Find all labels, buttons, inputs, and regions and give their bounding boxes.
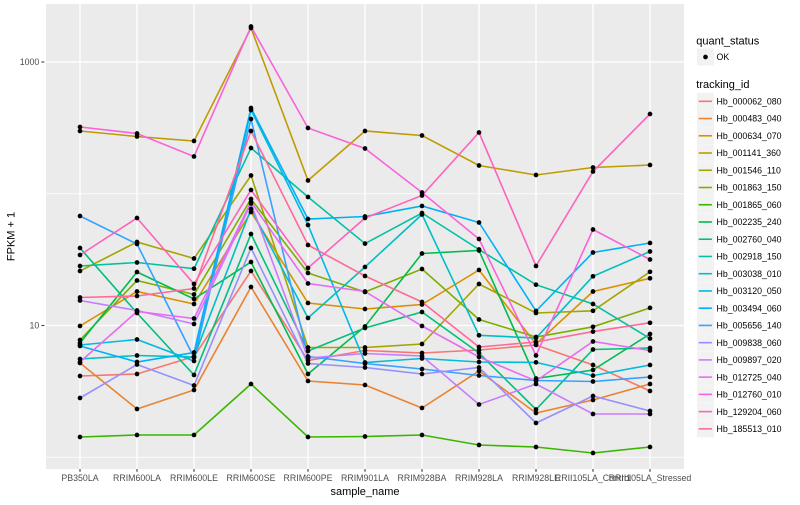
- svg-text:RRIM928LA: RRIM928LA: [455, 473, 503, 483]
- svg-text:Hb_005656_140: Hb_005656_140: [717, 321, 782, 331]
- svg-text:Hb_000062_080: Hb_000062_080: [717, 97, 782, 107]
- svg-text:sample_name: sample_name: [330, 486, 399, 498]
- svg-text:tracking_id: tracking_id: [696, 79, 749, 91]
- svg-text:RRIM928BA: RRIM928BA: [398, 473, 447, 483]
- svg-text:Hb_185513_010: Hb_185513_010: [717, 424, 782, 434]
- svg-text:Hb_003120_050: Hb_003120_050: [717, 286, 782, 296]
- svg-text:PB350LA: PB350LA: [61, 473, 98, 483]
- svg-text:RRIM928LE: RRIM928LE: [512, 473, 560, 483]
- svg-text:Hb_003494_060: Hb_003494_060: [717, 303, 782, 313]
- svg-text:Hb_002235_240: Hb_002235_240: [717, 217, 782, 227]
- svg-text:Hb_012760_010: Hb_012760_010: [717, 390, 782, 400]
- svg-text:Hb_129204_060: Hb_129204_060: [717, 407, 782, 417]
- svg-text:OK: OK: [717, 52, 730, 62]
- svg-text:Hb_000634_070: Hb_000634_070: [717, 131, 782, 141]
- svg-text:Hb_002918_150: Hb_002918_150: [717, 252, 782, 262]
- svg-text:Hb_002760_040: Hb_002760_040: [717, 234, 782, 244]
- svg-text:RRIM600SE: RRIM600SE: [227, 473, 276, 483]
- svg-text:Hb_009897_020: Hb_009897_020: [717, 355, 782, 365]
- svg-text:RRII105LA_Control: RRII105LA_Control: [555, 473, 631, 483]
- svg-text:Hb_012725_040: Hb_012725_040: [717, 372, 782, 382]
- svg-text:Hb_001863_150: Hb_001863_150: [717, 183, 782, 193]
- svg-text:RRIM600LA: RRIM600LA: [113, 473, 161, 483]
- svg-text:Hb_001546_110: Hb_001546_110: [717, 165, 782, 175]
- svg-text:Hb_000483_040: Hb_000483_040: [717, 114, 782, 124]
- svg-text:RRIM600PE: RRIM600PE: [284, 473, 333, 483]
- svg-text:Hb_009838_060: Hb_009838_060: [717, 338, 782, 348]
- svg-text:Hb_001141_360: Hb_001141_360: [717, 148, 782, 158]
- svg-text:RRIM901LA: RRIM901LA: [341, 473, 389, 483]
- svg-text:RRII105LA_Stressed: RRII105LA_Stressed: [609, 473, 692, 483]
- svg-text:1000: 1000: [20, 57, 40, 67]
- svg-text:Hb_001865_060: Hb_001865_060: [717, 200, 782, 210]
- svg-text:quant_status: quant_status: [696, 35, 759, 47]
- svg-text:RRIM600LE: RRIM600LE: [170, 473, 218, 483]
- svg-text:FPKM + 1: FPKM + 1: [6, 212, 18, 261]
- svg-text:10: 10: [30, 321, 40, 331]
- svg-text:Hb_003038_010: Hb_003038_010: [717, 269, 782, 279]
